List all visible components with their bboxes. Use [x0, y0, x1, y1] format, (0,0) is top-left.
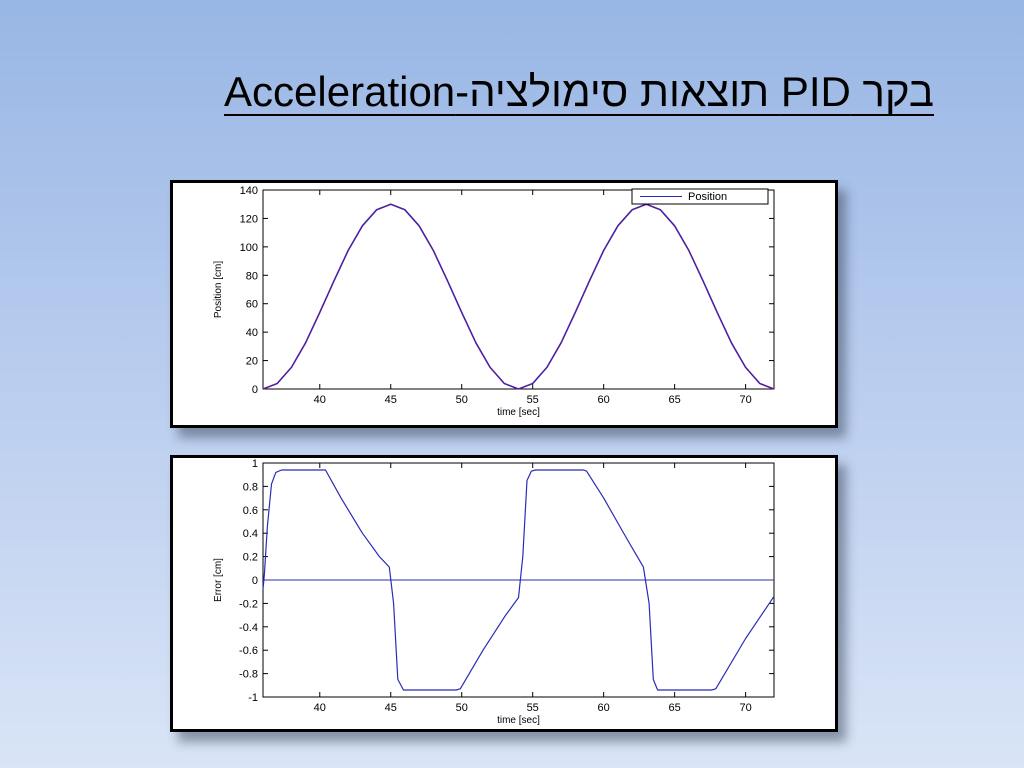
- position-y-tick-label: 80: [246, 270, 258, 282]
- position-legend-entry: Position: [688, 191, 727, 203]
- position-chart: 0 20 40 60 80 100 120 140 40 45 50 55 60 65 70 time [se…: [213, 185, 775, 418]
- position-x-tick-label: 60: [598, 394, 610, 406]
- error-x-tick-label: 55: [527, 702, 539, 714]
- position-y-tick-label: 140: [240, 185, 258, 197]
- position-y-tick-label: 100: [240, 242, 258, 254]
- error-y-tick-label: 0.2: [243, 552, 258, 564]
- error-y-tick-label: 0.6: [243, 505, 258, 517]
- position-x-tick-label: 45: [385, 394, 397, 406]
- position-x-tick-label: 65: [669, 394, 681, 406]
- error-chart-panel: -1 -0.8 -0.6 -0.4 -0.2 0 0.2 0.4 0.6 0.8 1 40 45 50 55…: [170, 455, 838, 732]
- error-y-tick-label: -0.8: [239, 669, 258, 681]
- position-y-tick-label: 40: [246, 327, 258, 339]
- position-reference-line: [262, 203, 775, 390]
- error-chart: -1 -0.8 -0.6 -0.4 -0.2 0 0.2 0.4 0.6 0.8 1 40 45 50 55…: [213, 458, 775, 726]
- error-x-tick-label: 50: [456, 702, 468, 714]
- position-y-tick-label: 0: [252, 384, 258, 396]
- position-x-tick-label: 40: [314, 394, 326, 406]
- error-y-tick-label: 1: [252, 458, 258, 470]
- error-y-axis-label: Error [cm]: [213, 558, 224, 602]
- position-y-tick-label: 120: [240, 213, 258, 225]
- position-legend-box: [631, 188, 769, 205]
- error-x-tick-label: 70: [739, 702, 751, 714]
- error-y-tick-label: 0.4: [243, 528, 258, 540]
- error-x-tick-label: 45: [385, 702, 397, 714]
- error-y-tick-label: -0.4: [239, 622, 258, 634]
- position-x-axis-label: time [sec]: [497, 407, 540, 418]
- position-axes-frame: [262, 189, 775, 390]
- error-x-tick-label: 40: [314, 702, 326, 714]
- position-x-tick-label: 50: [456, 394, 468, 406]
- position-x-tick-label: 70: [739, 394, 751, 406]
- position-legend: Position: [631, 188, 769, 205]
- error-x-tick-label: 65: [669, 702, 681, 714]
- error-series-line: [262, 469, 775, 691]
- error-y-tick-label: -0.6: [239, 645, 258, 657]
- position-y-axis-label: Position [cm]: [213, 261, 224, 318]
- position-x-tick-label: 55: [527, 394, 539, 406]
- error-y-tick-label: 0.8: [243, 481, 258, 493]
- position-y-tick-label: 60: [246, 299, 258, 311]
- error-x-axis-label: time [sec]: [497, 715, 540, 726]
- position-chart-panel: 0 20 40 60 80 100 120 140 40 45 50 55 60 65 70 time [se…: [170, 180, 838, 428]
- slide-title: בקר PID תוצאות סימולציה-Acceleration: [224, 68, 934, 115]
- error-y-tick-label: -1: [248, 692, 258, 704]
- position-y-tick-label: 20: [246, 356, 258, 368]
- error-x-tick-label: 60: [598, 702, 610, 714]
- error-y-tick-label: 0: [252, 575, 258, 587]
- error-y-tick-label: -0.2: [239, 598, 258, 610]
- position-series-line: [262, 203, 775, 390]
